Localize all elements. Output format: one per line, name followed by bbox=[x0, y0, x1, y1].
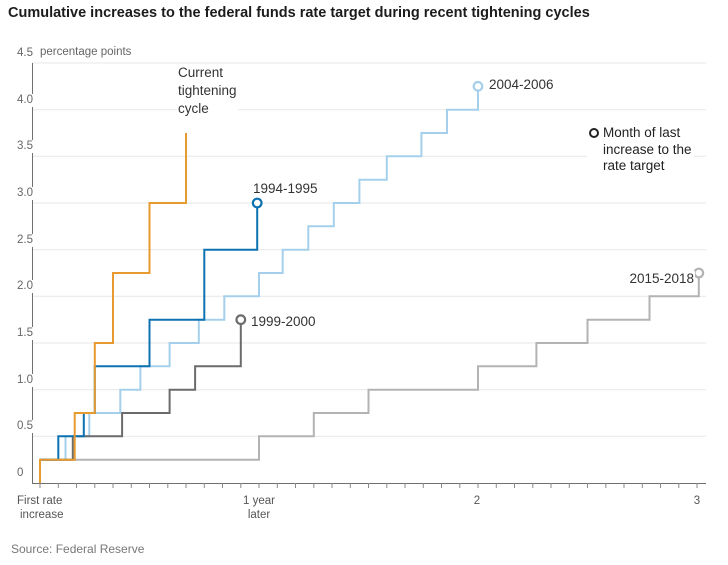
last-increase-marker-1999-2000 bbox=[235, 314, 247, 326]
y-tick-2-0: 2.0 bbox=[17, 280, 35, 293]
y-tick-1-5: 1.5 bbox=[17, 327, 35, 340]
legend-line: Month of last bbox=[603, 125, 681, 140]
legend-line: rate target bbox=[603, 158, 665, 173]
x-label-1-year-later: 1 year later bbox=[243, 495, 275, 522]
y-tick-0-5: 0.5 bbox=[17, 420, 35, 433]
open-circle-icon bbox=[589, 128, 599, 138]
series-line-2004-2006 bbox=[40, 86, 479, 461]
x-label-line: later bbox=[247, 508, 271, 521]
series-label-1994-1995: 1994-1995 bbox=[252, 181, 319, 196]
y-tick-4-5: 4.5 bbox=[17, 47, 35, 60]
y-tick-3-0: 3.0 bbox=[17, 187, 35, 200]
series-label-line: cycle bbox=[178, 101, 209, 116]
x-label-3-years: 3 bbox=[693, 495, 701, 507]
series-label-2015-2018: 2015-2018 bbox=[609, 271, 695, 286]
x-label-line: 1 year bbox=[243, 495, 275, 507]
x-label-2-years: 2 bbox=[473, 495, 481, 507]
series-label-1999-2000: 1999-2000 bbox=[250, 314, 317, 329]
legend-text: Month of last increase to the rate targe… bbox=[603, 125, 692, 175]
y-axis-unit-label: percentage points bbox=[40, 46, 132, 58]
x-label-line: First rate bbox=[17, 495, 63, 507]
y-tick-4-0: 4.0 bbox=[17, 94, 35, 107]
y-tick-1-0: 1.0 bbox=[17, 374, 35, 387]
last-increase-marker-2004-2006 bbox=[472, 80, 484, 92]
series-label-2004-2006: 2004-2006 bbox=[488, 77, 555, 92]
chart-title: Cumulative increases to the federal fund… bbox=[8, 5, 590, 21]
series-line-1999-2000 bbox=[40, 319, 242, 461]
y-tick-0: 0 bbox=[17, 467, 26, 480]
series-line-2015-2018 bbox=[40, 273, 700, 461]
series-label-line: Current bbox=[178, 65, 224, 80]
x-label-first-rate-increase: First rate increase bbox=[17, 495, 63, 522]
source-note: Source: Federal Reserve bbox=[11, 542, 145, 556]
series-label-line: tightening bbox=[178, 83, 237, 98]
x-label-line: increase bbox=[20, 508, 64, 521]
series-line-current-tightening-cycle bbox=[39, 133, 187, 483]
legend-line: increase to the bbox=[603, 141, 692, 157]
y-tick-3-5: 3.5 bbox=[17, 140, 35, 153]
series-label-current-cycle: Current tightening cycle bbox=[177, 64, 238, 118]
last-increase-marker-2015-2018 bbox=[693, 267, 705, 279]
last-increase-marker-1994-1995 bbox=[251, 197, 263, 209]
legend: Month of last increase to the rate targe… bbox=[587, 123, 694, 177]
y-tick-2-5: 2.5 bbox=[17, 234, 35, 247]
